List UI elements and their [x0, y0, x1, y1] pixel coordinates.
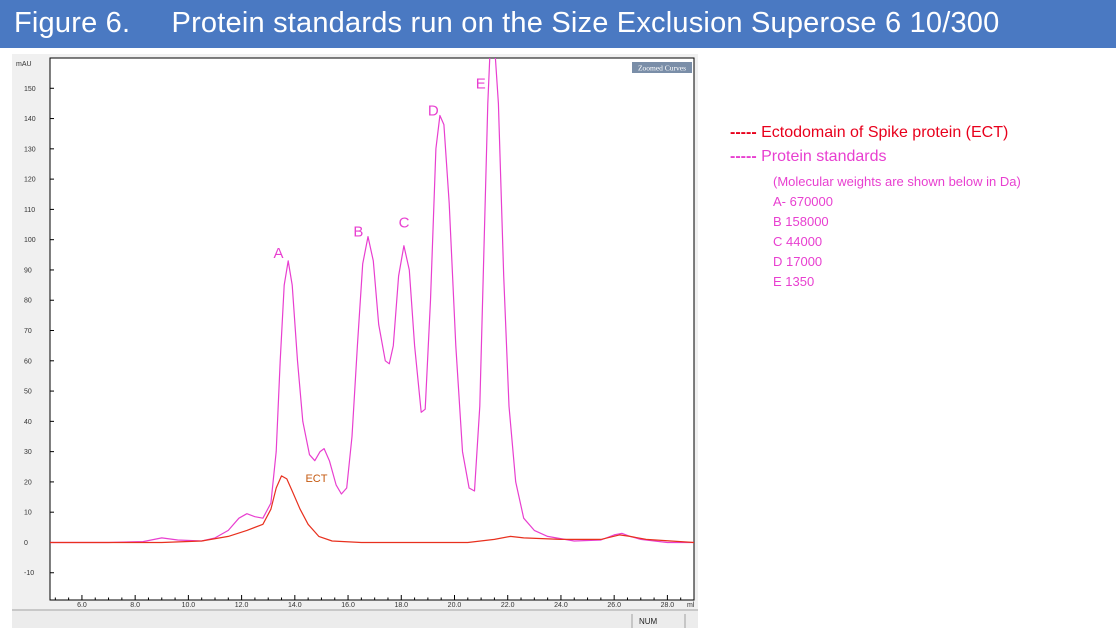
legend-label-standards: Protein standards: [761, 148, 887, 165]
y-tick-label: 50: [24, 389, 32, 396]
chromatogram-chart: mAU ml 150140130120110100908070605040302…: [12, 54, 698, 628]
y-tick-label: 140: [24, 116, 36, 123]
y-tick-label: 0: [24, 540, 28, 547]
x-tick-label: 22.0: [501, 602, 515, 609]
title-bar: Figure 6. Protein standards run on the S…: [0, 0, 1116, 48]
y-tick-label: 130: [24, 146, 36, 153]
y-tick-label: 10: [24, 510, 32, 517]
mw-item: A- 670000: [773, 194, 833, 209]
peak-label: E: [476, 75, 486, 92]
legend-label-ect: Ectodomain of Spike protein (ECT): [761, 124, 1009, 141]
peak-label: A: [274, 245, 284, 262]
y-tick-label: 20: [24, 479, 32, 486]
annotation-layer: A B C D E ECT: [274, 75, 486, 485]
mw-note: (Molecular weights are shown below in Da…: [773, 174, 1021, 189]
plot-area: [49, 57, 695, 601]
x-tick-label: 20.0: [448, 602, 462, 609]
x-tick-label: 12.0: [235, 602, 249, 609]
y-tick-label: 90: [24, 267, 32, 274]
y-tick-label: 100: [24, 237, 36, 244]
zoomed-curves-badge: Zoomed Curves: [632, 62, 692, 73]
legend-dash-ect: -----: [730, 124, 757, 141]
y-axis-unit: mAU: [16, 61, 32, 68]
x-tick-label: 28.0: [661, 602, 675, 609]
x-tick-label: 14.0: [288, 602, 302, 609]
series-ect-line: [50, 475, 694, 544]
x-tick-label: 10.0: [182, 602, 196, 609]
x-axis-unit: ml: [687, 602, 695, 609]
x-tick-label: 16.0: [341, 602, 355, 609]
y-tick-label: 30: [24, 449, 32, 456]
x-tick-label: 26.0: [607, 602, 621, 609]
y-tick-label: 80: [24, 298, 32, 305]
x-axis-ticks: 6.0 8.0 10.0 12.0 14.0 16.0 18.0 20.0 22.0 24.0 26…: [54, 595, 695, 609]
legend-dash-standards: -----: [730, 148, 757, 165]
x-tick-label: 6.0: [77, 602, 87, 609]
peak-label: D: [428, 103, 439, 120]
y-tick-label: 150: [24, 86, 36, 93]
molecular-weights: (Molecular weights are shown below in Da…: [773, 172, 1021, 292]
y-tick-label: 110: [24, 207, 35, 214]
num-lock-indicator: NUM: [639, 617, 658, 626]
peak-label: ECT: [305, 473, 327, 485]
y-tick-label: 70: [24, 328, 32, 335]
y-tick-label: 40: [24, 419, 32, 426]
x-tick-label: 24.0: [554, 602, 568, 609]
series-layer: [50, 58, 694, 544]
peak-label: B: [353, 224, 363, 241]
y-tick-label: 60: [24, 358, 32, 365]
peak-label: C: [399, 215, 410, 232]
mw-item: C 44000: [773, 234, 823, 249]
y-tick-label: 120: [24, 177, 36, 184]
series-protein-standards-line: [50, 58, 694, 544]
status-bar: [12, 611, 698, 628]
x-tick-label: 8.0: [130, 602, 140, 609]
y-tick-label: -10: [24, 570, 34, 577]
figure-title: Figure 6. Protein standards run on the S…: [14, 7, 1000, 39]
mw-item: B 158000: [773, 214, 829, 229]
legend-item-standards: ----- Protein standards: [730, 145, 1008, 169]
x-tick-label: 18.0: [394, 602, 408, 609]
legend-item-ect: ----- Ectodomain of Spike protein (ECT): [730, 121, 1008, 145]
mw-item: E 1350: [773, 274, 815, 289]
legend: ----- Ectodomain of Spike protein (ECT) …: [730, 121, 1008, 169]
zoomed-curves-text: Zoomed Curves: [638, 64, 686, 73]
mw-item: D 17000: [773, 254, 823, 269]
chromatogram-panel: mAU ml 150 140 130 120 110 100 90 80 70 60 50 40 30 2…: [12, 54, 698, 628]
